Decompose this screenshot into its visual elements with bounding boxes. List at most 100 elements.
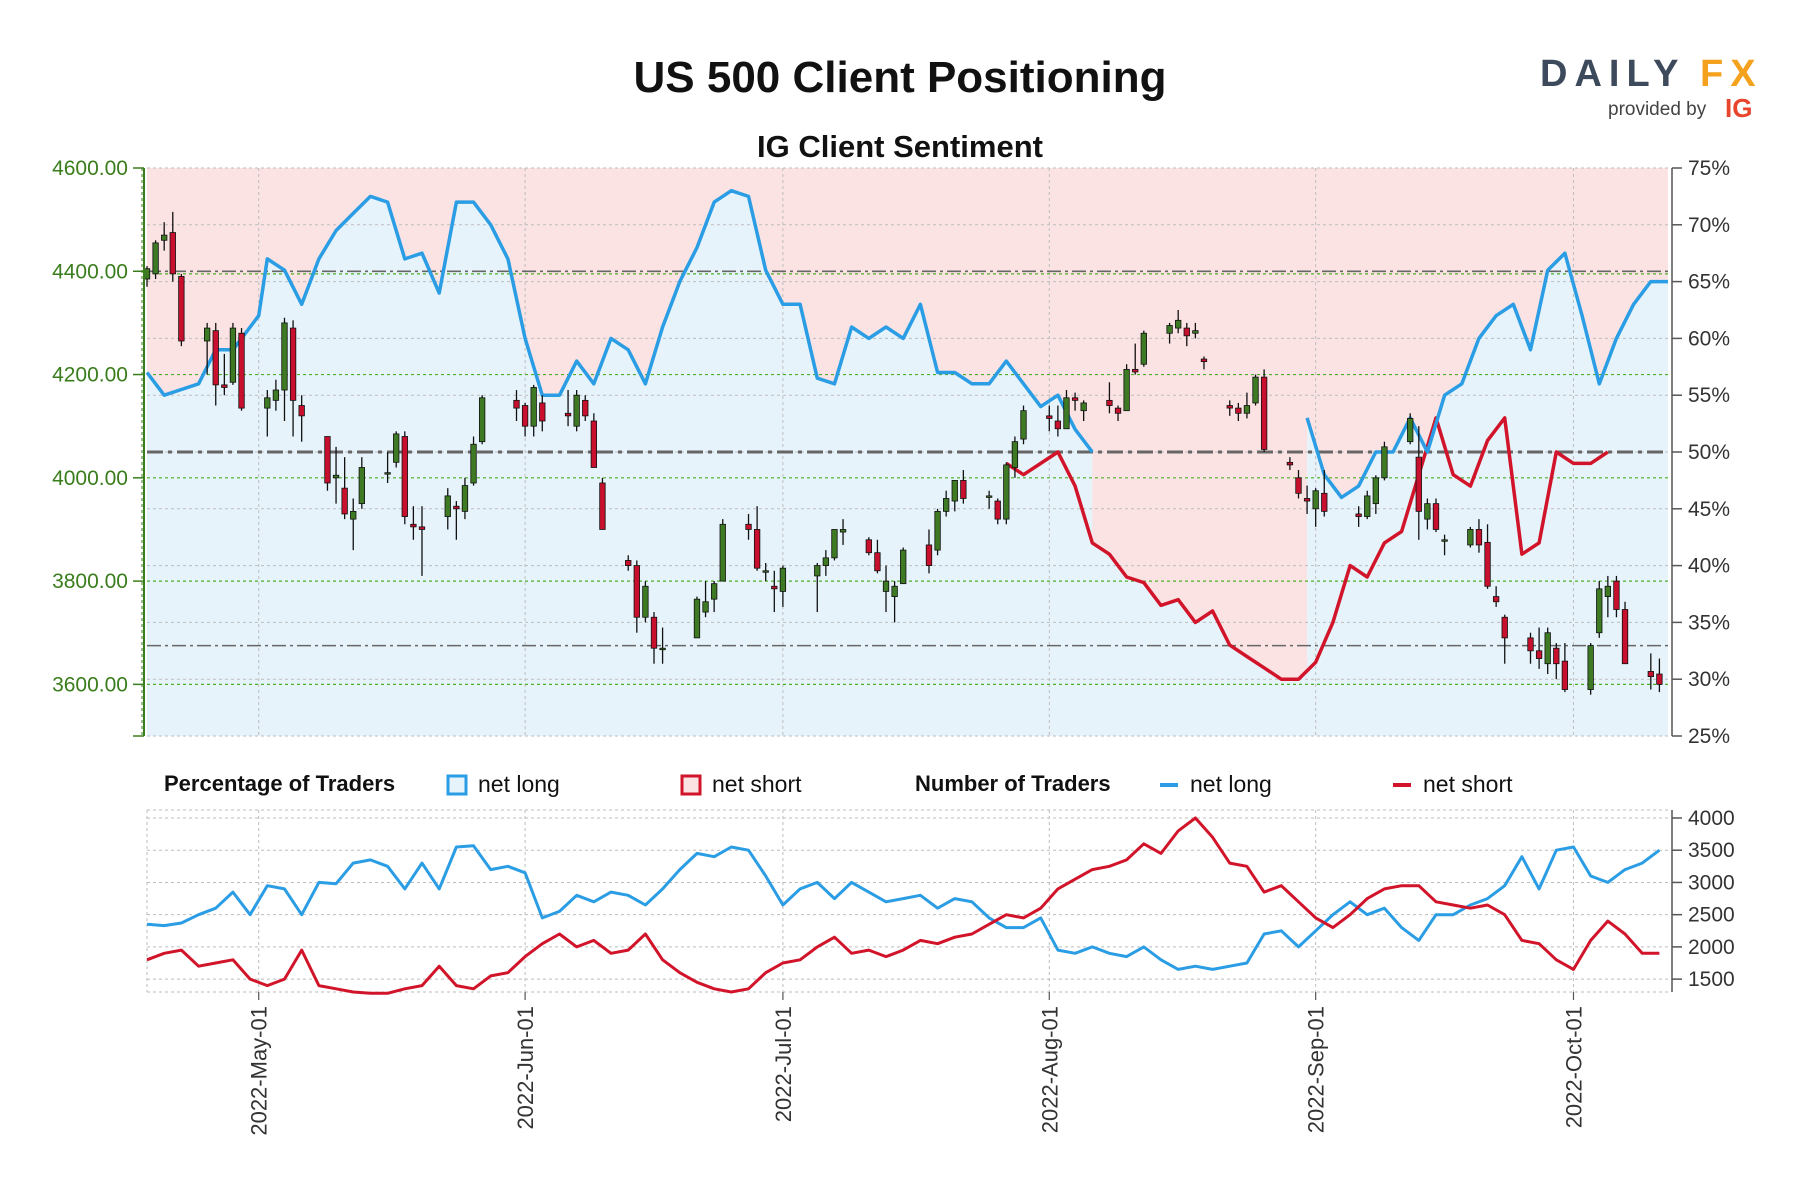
candle-2022-05-11 bbox=[341, 457, 348, 520]
pct-net-long-line-late bbox=[1305, 251, 1668, 500]
candle-2022-10-06 bbox=[1613, 575, 1620, 618]
candle-2022-06-13 bbox=[625, 555, 632, 571]
candle-body bbox=[1613, 580, 1620, 610]
candle-body bbox=[1364, 495, 1371, 517]
pct-net-long-line-red bbox=[1005, 416, 1609, 681]
candle-body bbox=[659, 647, 666, 651]
candle-2022-07-21 bbox=[951, 479, 958, 512]
count-line-net-short bbox=[146, 816, 1660, 995]
candle-body bbox=[642, 585, 649, 618]
candle-2022-07-22 bbox=[960, 470, 967, 504]
candle-2022-08-15 bbox=[1166, 322, 1173, 344]
date-tick-label-4: 2022-Sep-01 bbox=[1304, 1006, 1329, 1133]
candle-body bbox=[599, 482, 606, 530]
main-panel-grid bbox=[147, 167, 1668, 737]
candle-body bbox=[582, 399, 589, 417]
candle-2022-06-01 bbox=[521, 402, 529, 437]
candle-2022-05-04 bbox=[281, 317, 288, 422]
pct-tick-label-3: 60% bbox=[1688, 327, 1730, 350]
candle-2022-09-29 bbox=[1553, 643, 1560, 680]
candle-body bbox=[943, 498, 950, 512]
candle-body bbox=[1200, 358, 1208, 363]
candle-2022-05-25 bbox=[461, 477, 469, 520]
candle-body bbox=[900, 549, 907, 585]
candle-2022-04-25 bbox=[204, 322, 211, 375]
candle-2022-08-19 bbox=[1200, 356, 1208, 370]
price-tick-label-2: 4200.00 bbox=[52, 364, 128, 387]
candle-2022-06-06 bbox=[564, 390, 572, 427]
chart-subtitle: IG Client Sentiment bbox=[757, 129, 1043, 164]
candle-2022-05-12 bbox=[350, 498, 357, 551]
candle-2022-06-22 bbox=[702, 581, 709, 618]
candle-body bbox=[1011, 441, 1019, 468]
count-tick-label-5: 1500 bbox=[1688, 968, 1735, 991]
candle-body bbox=[1003, 464, 1010, 520]
date-tick-label-5: 2022-Oct-01 bbox=[1561, 1006, 1586, 1128]
candle-body bbox=[573, 394, 580, 427]
candle-2022-09-19 bbox=[1467, 526, 1474, 548]
candle-2022-08-01 bbox=[1046, 405, 1053, 432]
pct-tick-label-6: 45% bbox=[1688, 498, 1730, 521]
main-panel-axes: 4600.00 4400.00 4200.00 4000.00 3800.00 3600.… bbox=[52, 157, 1730, 748]
candle-body bbox=[1321, 492, 1328, 512]
candle-body bbox=[1587, 645, 1594, 690]
candle-2022-04-19 bbox=[152, 240, 159, 280]
candle-body bbox=[1527, 637, 1534, 652]
candle-2022-07-25 bbox=[985, 490, 993, 509]
candle-body bbox=[1553, 647, 1560, 665]
legend-pct-short-label: net short bbox=[712, 771, 802, 797]
candle-body bbox=[831, 529, 838, 559]
candle-body bbox=[650, 616, 658, 649]
candle-2022-06-23 bbox=[711, 581, 718, 613]
candle-body bbox=[212, 330, 219, 386]
candle-body bbox=[1415, 456, 1422, 512]
date-tick-label-2: 2022-Jul-01 bbox=[771, 1006, 796, 1122]
pct-tick-label-9: 30% bbox=[1688, 668, 1730, 691]
candle-body bbox=[1020, 410, 1027, 440]
candle-body bbox=[341, 487, 348, 515]
candle-2022-09-13 bbox=[1415, 426, 1422, 540]
candle-2022-09-22 bbox=[1492, 586, 1500, 607]
candle-body bbox=[521, 405, 529, 427]
candle-2022-07-26 bbox=[994, 498, 1001, 525]
candle-body bbox=[539, 402, 546, 422]
candle-2022-07-15 bbox=[900, 547, 907, 585]
legend-num-short-label: net short bbox=[1423, 771, 1513, 797]
candle-2022-07-07 bbox=[831, 529, 838, 561]
candle-body bbox=[1295, 477, 1302, 494]
candle-2022-09-27 bbox=[1535, 627, 1543, 669]
candle-body bbox=[985, 495, 993, 498]
candle-body bbox=[882, 580, 890, 592]
candle-2022-04-29 bbox=[238, 328, 245, 411]
candle-2022-09-20 bbox=[1475, 519, 1483, 553]
candle-body bbox=[332, 474, 340, 479]
candle-2022-05-02 bbox=[264, 390, 271, 437]
candle-body bbox=[1484, 541, 1491, 587]
candle-body bbox=[272, 389, 280, 401]
candle-body bbox=[1544, 632, 1551, 665]
candle-2022-08-10 bbox=[1123, 364, 1130, 412]
candle-2022-09-23 bbox=[1501, 614, 1508, 664]
candle-body bbox=[204, 327, 211, 342]
candle-2022-07-18 bbox=[925, 529, 933, 574]
candle-body bbox=[994, 500, 1001, 520]
candle-body bbox=[161, 234, 168, 241]
candle-body bbox=[470, 443, 477, 484]
logo-provided-by: provided by bbox=[1608, 99, 1707, 120]
candle-2022-07-27 bbox=[1003, 462, 1010, 525]
candle-2022-07-06 bbox=[822, 550, 830, 576]
candle-2022-06-30 bbox=[771, 570, 778, 613]
date-tick-label-0: 2022-May-01 bbox=[247, 1006, 272, 1136]
candle-2022-05-26 bbox=[470, 436, 477, 486]
candle-2022-05-10 bbox=[332, 446, 340, 504]
candle-body bbox=[1596, 588, 1603, 634]
candle-body bbox=[865, 539, 872, 554]
candle-body bbox=[401, 436, 408, 517]
candle-body bbox=[753, 529, 761, 569]
candle-body bbox=[418, 526, 426, 530]
candle-2022-05-17 bbox=[393, 431, 400, 468]
pct-tick-label-1: 70% bbox=[1688, 214, 1730, 237]
candle-2022-09-28 bbox=[1544, 627, 1551, 675]
candle-2022-08-09 bbox=[1114, 405, 1122, 422]
